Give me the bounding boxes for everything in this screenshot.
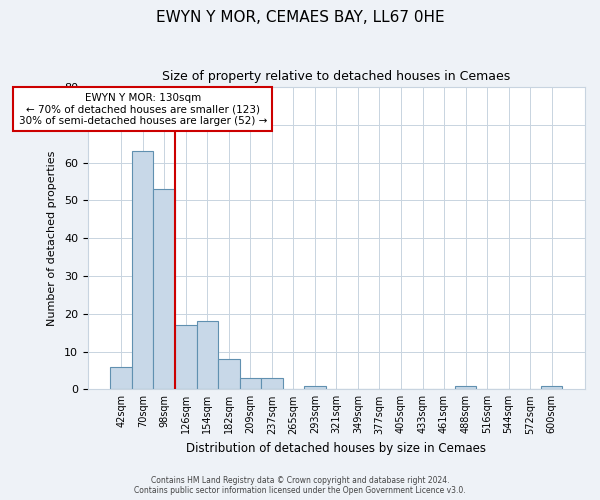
- Bar: [261, 378, 283, 390]
- Bar: [110, 366, 132, 390]
- Text: EWYN Y MOR: 130sqm
← 70% of detached houses are smaller (123)
30% of semi-detach: EWYN Y MOR: 130sqm ← 70% of detached hou…: [19, 92, 267, 126]
- Y-axis label: Number of detached properties: Number of detached properties: [47, 150, 57, 326]
- Bar: [197, 322, 218, 390]
- Bar: [154, 189, 175, 390]
- Text: EWYN Y MOR, CEMAES BAY, LL67 0HE: EWYN Y MOR, CEMAES BAY, LL67 0HE: [155, 10, 445, 25]
- Bar: [175, 325, 197, 390]
- Bar: [218, 359, 239, 390]
- Text: Contains HM Land Registry data © Crown copyright and database right 2024.
Contai: Contains HM Land Registry data © Crown c…: [134, 476, 466, 495]
- Bar: [455, 386, 476, 390]
- Bar: [541, 386, 562, 390]
- Bar: [304, 386, 326, 390]
- Bar: [239, 378, 261, 390]
- Title: Size of property relative to detached houses in Cemaes: Size of property relative to detached ho…: [163, 70, 511, 83]
- X-axis label: Distribution of detached houses by size in Cemaes: Distribution of detached houses by size …: [187, 442, 487, 455]
- Bar: [132, 151, 154, 390]
